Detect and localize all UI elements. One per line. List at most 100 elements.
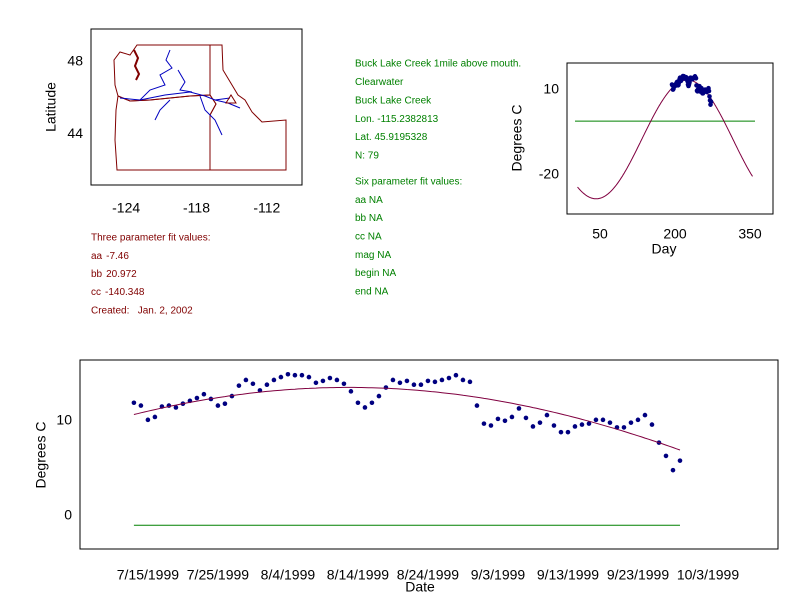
data-point bbox=[488, 423, 494, 428]
data-point bbox=[502, 418, 508, 424]
data-point bbox=[362, 405, 368, 410]
data-point bbox=[593, 417, 599, 423]
six-param-line: bb NA bbox=[355, 213, 383, 224]
data-point bbox=[341, 381, 347, 387]
data-point bbox=[467, 379, 473, 385]
fit-curve bbox=[577, 79, 753, 200]
y-tick-label: 0 bbox=[64, 506, 72, 522]
data-point bbox=[621, 425, 627, 430]
data-point bbox=[708, 99, 714, 105]
river bbox=[119, 49, 173, 101]
state-outline bbox=[209, 44, 287, 171]
river bbox=[199, 95, 223, 136]
data-point bbox=[278, 374, 284, 380]
river bbox=[139, 91, 231, 101]
data-point bbox=[481, 421, 487, 426]
data-point bbox=[271, 377, 277, 383]
six-param-line: begin NA bbox=[355, 268, 396, 279]
data-point bbox=[523, 415, 529, 421]
data-point bbox=[649, 422, 655, 427]
data-point bbox=[663, 453, 669, 459]
data-point bbox=[201, 391, 207, 397]
data-point bbox=[355, 400, 361, 406]
x-tick-label: 8/14/1999 bbox=[327, 567, 389, 583]
plot-frame bbox=[79, 359, 779, 550]
data-point bbox=[138, 403, 144, 408]
param-value: -140.348 bbox=[105, 287, 145, 298]
data-point bbox=[152, 414, 158, 420]
x-tick-label: 9/3/1999 bbox=[471, 567, 526, 583]
site-line: Lon. -115.2382813 bbox=[355, 114, 439, 125]
site-line: N: 79 bbox=[355, 151, 379, 162]
data-point bbox=[131, 400, 137, 406]
x-tick-label: 8/24/1999 bbox=[397, 567, 459, 583]
data-point bbox=[600, 417, 606, 423]
data-point bbox=[474, 403, 480, 408]
data-point bbox=[635, 417, 641, 423]
data-point bbox=[586, 421, 592, 426]
data-point bbox=[313, 380, 319, 386]
six-param-line: cc NA bbox=[355, 232, 382, 243]
created: Created: Jan. 2, 2002 bbox=[91, 306, 193, 317]
data-point bbox=[376, 393, 382, 399]
y-tick-label: 10 bbox=[543, 81, 559, 97]
x-tick-label: 8/4/1999 bbox=[261, 567, 316, 583]
data-point bbox=[446, 375, 452, 381]
x-tick-label: 200 bbox=[663, 226, 687, 242]
site-line: Buck Lake Creek 1mile above mouth. bbox=[355, 59, 521, 70]
param-line: cc -140.348 bbox=[91, 287, 145, 298]
data-point bbox=[327, 375, 333, 381]
six-param: Six parameter fit values: aa NA bb NA cc NA… bbox=[355, 177, 462, 298]
data-point bbox=[439, 377, 445, 383]
data-point bbox=[306, 374, 312, 380]
data-point bbox=[194, 395, 200, 401]
y-tick-label: 10 bbox=[56, 411, 72, 427]
data-point bbox=[537, 420, 543, 425]
param-label: aa bbox=[91, 251, 103, 262]
data-point bbox=[299, 372, 305, 378]
data-point bbox=[173, 405, 179, 410]
y-tick-label: 48 bbox=[67, 52, 83, 68]
data-point bbox=[397, 380, 403, 386]
data-point bbox=[693, 75, 699, 81]
data-point bbox=[495, 416, 501, 422]
data-point bbox=[222, 401, 228, 406]
data-point bbox=[404, 378, 410, 384]
x-tick-label: 9/23/1999 bbox=[607, 567, 669, 583]
three-param-title: Three parameter fit values: bbox=[91, 233, 211, 244]
site-line: Lat. 45.9195328 bbox=[355, 132, 428, 143]
x-tick-label: -124 bbox=[112, 200, 140, 216]
data-point bbox=[432, 379, 438, 385]
data-point bbox=[264, 382, 270, 387]
fit-curve bbox=[133, 386, 681, 451]
y-axis-label: Degrees C bbox=[33, 422, 49, 489]
data-point bbox=[320, 378, 326, 384]
three-param: Three parameter fit values: Created: Jan… bbox=[91, 233, 211, 317]
data-point bbox=[509, 414, 515, 420]
param-value: -7.46 bbox=[106, 251, 129, 262]
x-tick-label: 10/3/1999 bbox=[677, 567, 739, 583]
data-point bbox=[707, 94, 712, 99]
data-point bbox=[383, 385, 389, 390]
data-point bbox=[236, 383, 242, 388]
param-label: cc bbox=[91, 287, 101, 298]
data-point bbox=[628, 420, 634, 425]
y-tick-label: -20 bbox=[539, 166, 559, 182]
data-point bbox=[453, 372, 459, 378]
data-point bbox=[369, 400, 375, 406]
data-point bbox=[425, 378, 431, 384]
site-line: Buck Lake Creek bbox=[355, 95, 432, 106]
data-point bbox=[670, 467, 676, 473]
data-point bbox=[285, 371, 291, 377]
six-param-line: aa NA bbox=[355, 195, 383, 206]
data-point bbox=[390, 377, 396, 383]
data-point bbox=[642, 412, 648, 418]
data-point bbox=[551, 423, 557, 428]
x-tick-label: -118 bbox=[183, 200, 210, 216]
data-point bbox=[334, 377, 340, 383]
data-point bbox=[418, 382, 424, 387]
param-label: bb bbox=[91, 269, 103, 280]
plot-frame bbox=[90, 28, 303, 186]
